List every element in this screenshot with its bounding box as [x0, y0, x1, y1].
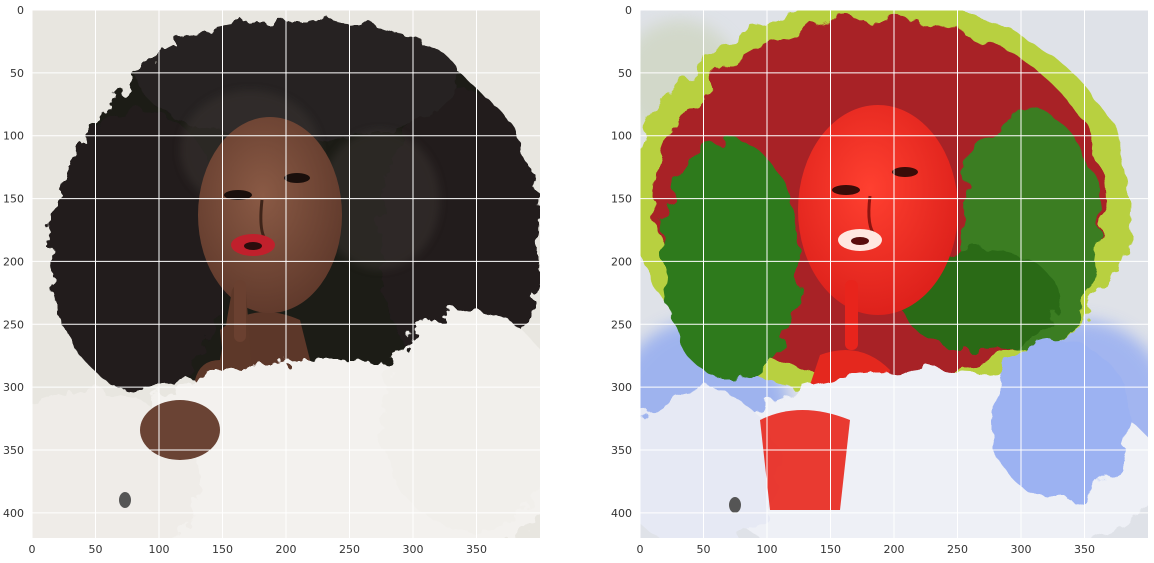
- y-tick-label: 50: [10, 67, 24, 80]
- y-tick-label: 150: [3, 193, 24, 206]
- x-tick-label: 100: [757, 543, 778, 556]
- y-tick-label: 300: [611, 381, 632, 394]
- x-axis-ticks: 0 50 100 150 200 250 300 350: [637, 543, 1096, 556]
- x-tick-label: 0: [637, 543, 644, 556]
- y-tick-label: 300: [3, 381, 24, 394]
- original-photo-panel: 0 50 100 150 200 250 300 350 0 50 100 150 200 250 300…: [3, 4, 540, 556]
- y-tick-label: 50: [618, 67, 632, 80]
- stylized-photo-panel: 0 50 100 150 200 250 300 350 0 50 100 150 200 250 300…: [611, 4, 1148, 556]
- y-axis-ticks: 0 50 100 150 200 250 300 350 400: [3, 4, 24, 520]
- grid-lines: [639, 9, 1148, 538]
- y-tick-label: 250: [611, 318, 632, 331]
- x-tick-label: 200: [276, 543, 297, 556]
- x-tick-label: 250: [339, 543, 360, 556]
- x-tick-label: 50: [89, 543, 103, 556]
- x-axis-ticks: 0 50 100 150 200 250 300 350: [29, 543, 488, 556]
- x-tick-label: 150: [212, 543, 233, 556]
- y-tick-label: 200: [611, 255, 632, 268]
- y-axis-ticks: 0 50 100 150 200 250 300 350 400: [611, 4, 632, 520]
- x-tick-label: 100: [149, 543, 170, 556]
- x-tick-label: 200: [884, 543, 905, 556]
- x-tick-label: 300: [1011, 543, 1032, 556]
- x-tick-label: 250: [947, 543, 968, 556]
- y-tick-label: 400: [3, 507, 24, 520]
- y-tick-label: 250: [3, 318, 24, 331]
- y-tick-label: 150: [611, 193, 632, 206]
- x-tick-label: 0: [29, 543, 36, 556]
- y-tick-label: 0: [17, 4, 24, 17]
- style-transfer-painting: [640, 10, 1148, 538]
- x-tick-label: 50: [697, 543, 711, 556]
- y-tick-label: 100: [3, 130, 24, 143]
- x-tick-label: 350: [466, 543, 487, 556]
- y-tick-label: 350: [3, 444, 24, 457]
- y-tick-label: 350: [611, 444, 632, 457]
- x-tick-label: 300: [403, 543, 424, 556]
- y-tick-label: 400: [611, 507, 632, 520]
- y-tick-label: 100: [611, 130, 632, 143]
- y-tick-label: 0: [625, 4, 632, 17]
- x-tick-label: 350: [1074, 543, 1095, 556]
- y-tick-label: 200: [3, 255, 24, 268]
- x-tick-label: 150: [820, 543, 841, 556]
- grid-lines: [31, 9, 540, 538]
